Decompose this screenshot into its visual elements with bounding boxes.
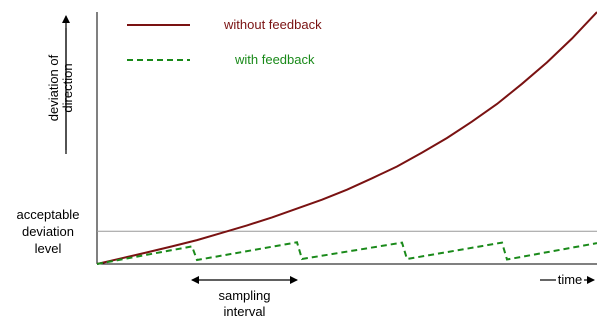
sampling-interval-label-line-2: interval <box>224 304 266 319</box>
y-axis-label: deviation of direction <box>46 54 75 121</box>
threshold-label-line-3: level <box>35 241 62 256</box>
legend-label-without-feedback: without feedback <box>223 17 322 32</box>
threshold-label-line-2: deviation <box>22 224 74 239</box>
threshold-label-line-1: acceptable <box>17 207 80 222</box>
y-axis-label-line-2: direction <box>60 63 75 112</box>
threshold-label: acceptable deviation level <box>17 207 80 256</box>
legend-label-with-feedback: with feedback <box>234 52 315 67</box>
x-axis-label: time <box>558 272 583 287</box>
sampling-interval-label-line-1: sampling <box>218 288 270 303</box>
legend: without feedback with feedback <box>127 17 322 67</box>
y-axis-label-line-1: deviation of <box>46 54 61 121</box>
series-line-without-feedback <box>97 12 597 264</box>
